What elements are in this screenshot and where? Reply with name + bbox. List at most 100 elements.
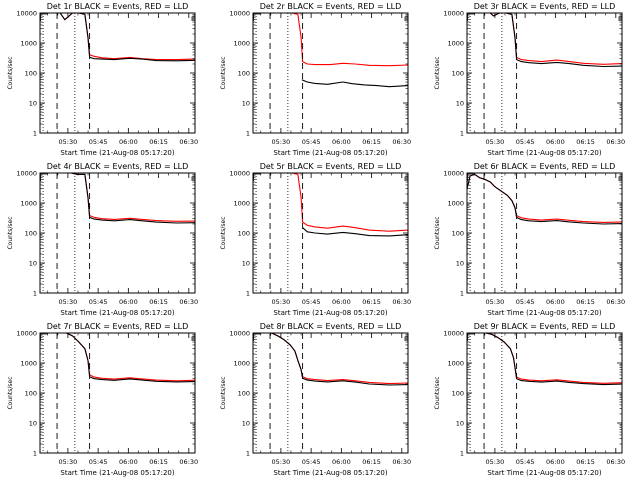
x-tick-label: 05:45 xyxy=(89,298,108,306)
panel-8: Det 8r BLACK = Events, RED = LLD Counts/s… xyxy=(220,322,411,477)
y-tick-label: 1000 xyxy=(20,360,37,368)
x-tick-label: 06:00 xyxy=(332,298,351,306)
plot-frame xyxy=(39,12,196,134)
x-tick-label: 06:30 xyxy=(179,298,198,306)
x-tick-label: 05:30 xyxy=(59,298,78,306)
e-marker-label: E xyxy=(191,175,195,183)
x-tick-label: 05:30 xyxy=(59,138,78,146)
y-tick-label: 100 xyxy=(238,70,250,78)
panel-1: Det 1r BLACK = Events, RED = LLD Counts/s… xyxy=(7,2,198,157)
x-tick-label: 05:45 xyxy=(302,138,321,146)
plot-frame xyxy=(252,332,409,454)
x-tick-label: 06:15 xyxy=(362,138,381,146)
panel-5: Det 5r BLACK = Events, RED = LLD Counts/s… xyxy=(220,162,411,317)
y-tick-label: 1000 xyxy=(20,40,37,48)
series-line-events xyxy=(467,332,623,386)
y-axis-label: Counts/sec xyxy=(7,216,14,249)
panel-title: Det 6r BLACK = Events, RED = LLD xyxy=(474,162,616,171)
y-tick-label: 10000 xyxy=(443,10,464,18)
y-tick-label: 100 xyxy=(25,390,37,398)
panel-9: Det 9r BLACK = Events, RED = LLD Counts/s… xyxy=(434,322,625,477)
y-tick-label: 10 xyxy=(456,420,464,428)
x-axis-label: Start Time (21-Aug-08 05:17:20) xyxy=(60,149,174,157)
x-tick-label: 05:45 xyxy=(89,138,108,146)
x-tick-label: 06:30 xyxy=(392,458,411,466)
panel-title: Det 9r BLACK = Events, RED = LLD xyxy=(474,322,616,331)
series-line-events xyxy=(466,173,623,225)
y-tick-label: 10000 xyxy=(16,330,37,338)
x-tick-label: 06:00 xyxy=(546,458,565,466)
series-line-events xyxy=(40,172,196,224)
series-line-lld xyxy=(253,332,409,385)
x-tick-label: 06:30 xyxy=(392,138,411,146)
y-tick-label: 1000 xyxy=(447,360,464,368)
y-tick-label: 10000 xyxy=(16,170,37,178)
y-tick-label: 1 xyxy=(246,290,250,298)
y-axis-label: Counts/sec xyxy=(434,216,441,249)
x-axis-label: Start Time (21-Aug-08 05:17:20) xyxy=(273,309,387,317)
y-tick-label: 1 xyxy=(460,130,464,138)
x-axis-label: Start Time (21-Aug-08 05:17:20) xyxy=(487,149,601,157)
series-line-events xyxy=(40,12,196,62)
y-tick-label: 10 xyxy=(456,100,464,108)
y-tick-label: 1 xyxy=(246,130,250,138)
panel-title: Det 5r BLACK = Events, RED = LLD xyxy=(260,162,402,171)
y-tick-label: 10 xyxy=(242,420,250,428)
series-line-lld xyxy=(467,332,623,384)
y-tick-label: 1 xyxy=(460,450,464,458)
x-tick-label: 06:15 xyxy=(149,298,168,306)
series-line-events xyxy=(253,332,409,386)
x-tick-label: 06:00 xyxy=(332,138,351,146)
x-tick-label: 05:45 xyxy=(302,298,321,306)
x-tick-label: 06:30 xyxy=(179,458,198,466)
panel-title: Det 3r BLACK = Events, RED = LLD xyxy=(474,2,616,11)
x-tick-label: 06:00 xyxy=(119,458,138,466)
x-tick-label: 06:30 xyxy=(392,298,411,306)
x-tick-label: 06:30 xyxy=(606,458,625,466)
x-axis-label: Start Time (21-Aug-08 05:17:20) xyxy=(273,469,387,477)
x-tick-label: 06:15 xyxy=(149,138,168,146)
x-tick-label: 06:15 xyxy=(362,458,381,466)
plot-frame xyxy=(466,12,623,134)
x-tick-label: 05:45 xyxy=(516,298,535,306)
y-tick-label: 1 xyxy=(33,130,37,138)
plot-frame xyxy=(252,172,409,294)
y-axis-label: Counts/sec xyxy=(220,216,227,249)
series-line-lld xyxy=(40,172,196,222)
x-tick-label: 05:45 xyxy=(89,458,108,466)
panel-6: Det 6r BLACK = Events, RED = LLD Counts/s… xyxy=(434,162,625,317)
y-tick-label: 1 xyxy=(33,450,37,458)
series-line-lld xyxy=(467,12,623,65)
x-axis-label: Start Time (21-Aug-08 05:17:20) xyxy=(273,149,387,157)
x-axis-label: Start Time (21-Aug-08 05:17:20) xyxy=(60,469,174,477)
x-tick-label: 06:15 xyxy=(576,138,595,146)
panel-title: Det 2r BLACK = Events, RED = LLD xyxy=(260,2,402,11)
x-tick-label: 05:30 xyxy=(272,458,291,466)
y-tick-label: 100 xyxy=(452,70,464,78)
e-marker-label: E xyxy=(618,175,622,183)
x-tick-label: 05:45 xyxy=(302,458,321,466)
x-tick-label: 05:30 xyxy=(486,138,505,146)
x-axis-label: Start Time (21-Aug-08 05:17:20) xyxy=(487,469,601,477)
x-tick-label: 05:30 xyxy=(486,458,505,466)
e-marker-label: E xyxy=(191,15,195,23)
x-tick-label: 06:30 xyxy=(179,138,198,146)
x-tick-label: 06:00 xyxy=(546,298,565,306)
y-tick-label: 1000 xyxy=(447,40,464,48)
y-axis-label: Counts/sec xyxy=(220,56,227,89)
plot-frame xyxy=(39,172,196,294)
x-tick-label: 06:00 xyxy=(332,458,351,466)
series-line-lld xyxy=(253,12,409,67)
y-tick-label: 10000 xyxy=(16,10,37,18)
y-tick-label: 10000 xyxy=(229,330,250,338)
x-tick-label: 06:00 xyxy=(119,298,138,306)
plot-frame xyxy=(466,332,623,454)
y-tick-label: 10000 xyxy=(229,10,250,18)
x-tick-label: 06:30 xyxy=(606,138,625,146)
panel-3: Det 3r BLACK = Events, RED = LLD Counts/s… xyxy=(434,2,625,157)
e-marker-label: E xyxy=(618,335,622,343)
e-marker-label: E xyxy=(191,335,195,343)
y-tick-label: 100 xyxy=(25,230,37,238)
y-tick-label: 1000 xyxy=(20,200,37,208)
